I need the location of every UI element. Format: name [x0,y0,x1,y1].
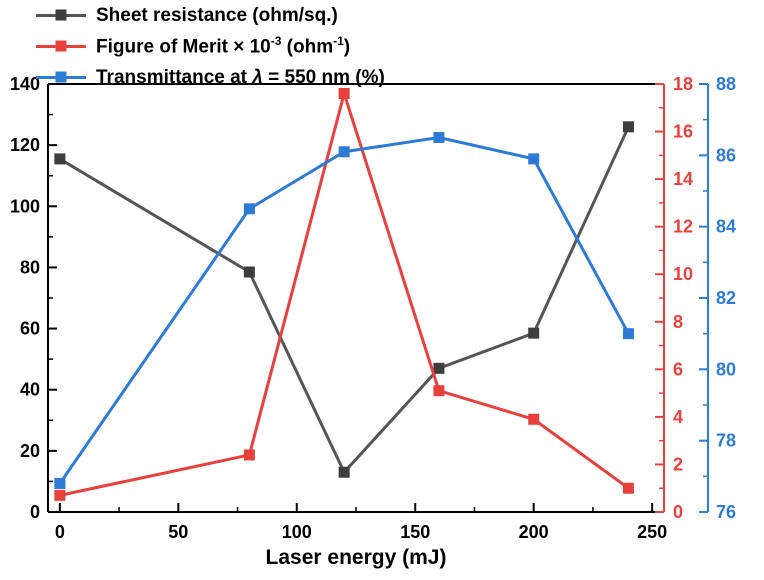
square-marker-figure-of-merit [243,449,255,461]
y-axis-red: 0 2 4 6 8 10 12 14 16 18 [655,74,693,522]
y-left-tick-label: 120 [10,135,40,155]
square-marker-figure-of-merit [622,482,634,494]
square-marker-transmittance [54,477,66,489]
square-marker-sheet-resistance [433,362,445,374]
square-marker-transmittance [243,203,255,215]
y-axis-left: 0 20 40 60 80 100 120 140 [10,74,57,522]
square-marker-transmittance [622,328,634,340]
series-line-transmittance [58,136,630,485]
y-left-tick-label: 140 [10,74,40,94]
legend-label-sheet-resistance: Sheet resistance (ohm/sq.) [96,4,338,26]
square-marker-figure-of-merit [528,413,540,425]
y-blue-tick-label: 80 [716,359,736,379]
legend-swatch-transmittance [36,71,86,84]
legend-item-figure-of-merit: Figure of Merit × 10-3 (ohm-1) [36,33,385,59]
x-tick-label: 100 [282,522,312,542]
series-line-figure-of-merit [58,92,630,497]
square-marker-figure-of-merit [338,88,350,100]
y-red-tick-label: 8 [673,312,683,332]
x-tick-label: 200 [519,522,549,542]
chart-legend: Sheet resistance (ohm/sq.) Figure of Meri… [36,2,385,90]
square-marker-figure-of-merit [433,385,445,397]
x-tick-label: 50 [168,522,188,542]
series-sheet-resistance [54,121,634,478]
square-marker-sheet-resistance [54,153,66,165]
square-marker-icon [55,71,67,83]
y-red-tick-label: 10 [673,264,693,284]
square-marker-sheet-resistance [243,266,255,278]
y-red-tick-label: 0 [673,502,683,522]
y-blue-tick-label: 78 [716,431,736,451]
series-transmittance [54,132,634,489]
square-marker-sheet-resistance [622,121,634,133]
y-red-tick-label: 6 [673,359,683,379]
legend-label-transmittance: Transmittance at λ = 550 nm (%) [96,66,385,88]
y-blue-tick-label: 88 [716,74,736,94]
x-tick-label: 0 [55,522,65,542]
square-marker-sheet-resistance [528,327,540,339]
y-red-tick-label: 12 [673,217,693,237]
y-axis-blue: 76 78 80 82 84 86 88 [699,74,736,522]
square-marker-transmittance [528,153,540,165]
square-marker-figure-of-merit [54,489,66,501]
y-blue-tick-label: 86 [716,145,736,165]
y-left-tick-label: 80 [20,257,40,277]
square-marker-transmittance [433,132,445,143]
y-left-tick-label: 20 [20,441,40,461]
y-red-tick-label: 18 [673,74,693,94]
y-left-tick-label: 0 [30,502,40,522]
legend-item-sheet-resistance: Sheet resistance (ohm/sq.) [36,2,385,28]
legend-item-transmittance: Transmittance at λ = 550 nm (%) [36,64,385,90]
square-marker-sheet-resistance [338,466,350,478]
y-left-tick-label: 100 [10,196,40,216]
y-red-tick-label: 16 [673,122,693,142]
series-figure-of-merit [54,88,634,501]
y-blue-tick-label: 76 [716,502,736,522]
legend-swatch-figure-of-merit [36,40,86,53]
square-marker-icon [55,9,67,21]
y-red-tick-label: 2 [673,454,683,474]
legend-swatch-sheet-resistance [36,9,86,22]
y-left-tick-label: 40 [20,380,40,400]
square-marker-icon [55,40,67,52]
legend-label-figure-of-merit: Figure of Merit × 10-3 (ohm-1) [96,34,351,58]
x-tick-label: 250 [637,522,667,542]
y-left-tick-label: 60 [20,319,40,339]
x-axis: 0 50 100 150 200 250 Laser energy (mJ) [55,503,667,569]
square-marker-transmittance [338,146,350,158]
y-red-tick-label: 14 [673,169,693,189]
y-blue-tick-label: 84 [716,217,736,237]
x-axis-title: Laser energy (mJ) [266,546,447,569]
x-tick-label: 150 [400,522,430,542]
y-red-tick-label: 4 [673,407,683,427]
y-blue-tick-label: 82 [716,288,736,308]
